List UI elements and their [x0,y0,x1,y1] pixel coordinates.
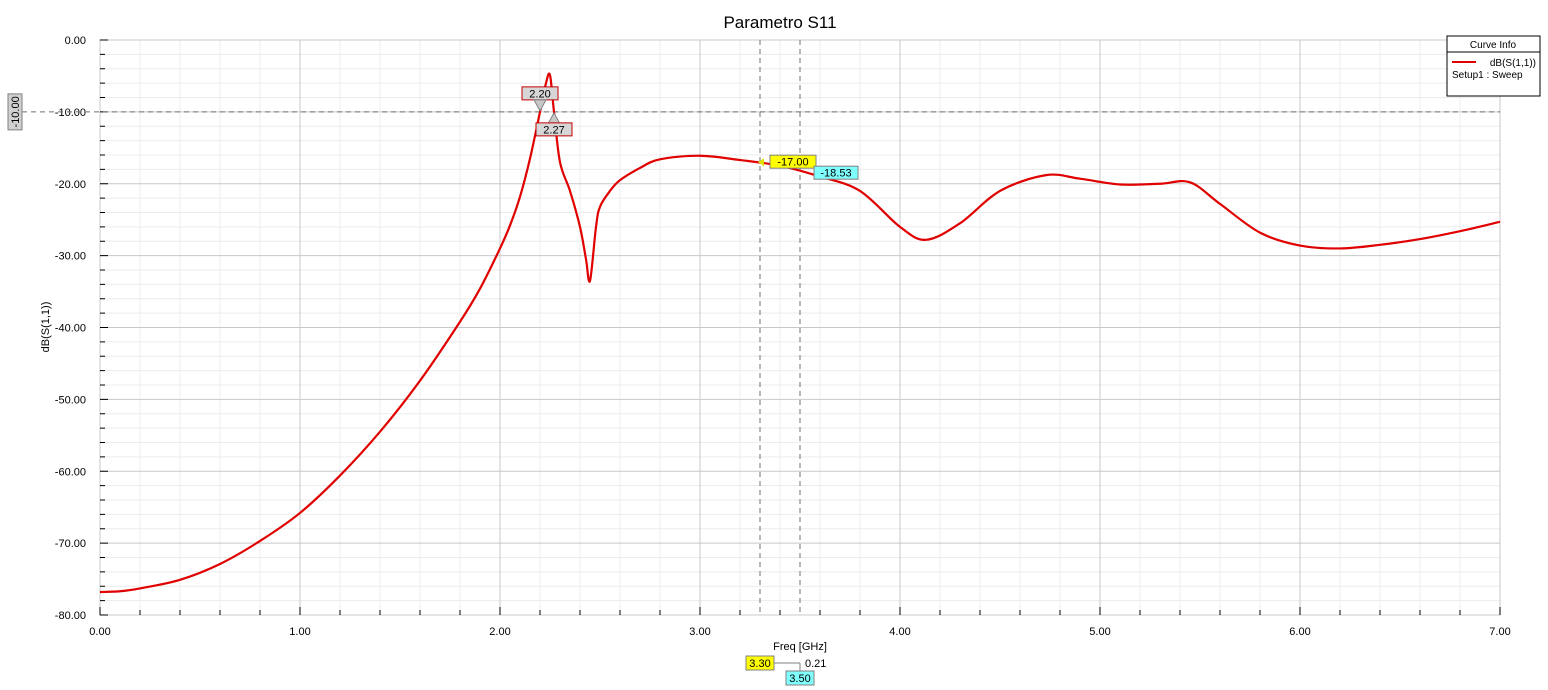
y-tick-label: -50.00 [55,394,86,406]
y-tick-label: -30.00 [55,251,86,263]
legend-title: Curve Info [1470,40,1517,51]
reference-lines: -10.00 [7,40,1500,615]
y-readout-label: -17.00 [777,157,808,169]
x-tick-label: 0.00 [89,626,110,638]
x-tick-label: 2.00 [489,626,510,638]
y-tick-label: -70.00 [55,538,86,550]
delta-label: 0.21 [805,658,826,670]
x-readout-label: 3.50 [789,673,810,685]
series-layer [99,72,1501,594]
readout-pointer [758,158,764,167]
x-tick-labels: 0.00 1.00 2.00 3.00 4.00 5.00 6.00 7.00 [89,626,1510,638]
x-tick-label: 3.00 [689,626,710,638]
y-readout-label: -18.53 [820,168,851,180]
marker-label-box [535,122,573,137]
legend-entry-sub: Setup1 : Sweep [1452,70,1523,81]
y-tick-label: -40.00 [55,323,86,335]
x-tick-label: 7.00 [1489,626,1510,638]
y-tick-label: -80.00 [55,610,86,622]
x-readout-label: 3.30 [749,658,770,670]
series-line [99,72,1501,594]
y-tick-labels: 0.00 -10.00 -20.00 -30.00 -40.00 -50.00 -60.00… [55,35,86,622]
axis-ticks [99,39,1501,616]
x-tick-label: 4.00 [889,626,910,638]
x-tick-label: 1.00 [289,626,310,638]
y-tick-label: -60.00 [55,466,86,478]
x-tick-label: 5.00 [1089,626,1110,638]
marker-label: 2.27 [543,124,564,136]
y-ref-label: -10.00 [10,96,22,127]
y-readout-box [769,154,817,169]
x-readout-box [785,670,815,686]
major-grid [99,39,1501,616]
y-axis-label: dB(S(1,1)) [40,302,52,353]
y-tick-label: 0.00 [65,35,86,47]
readout-layer: -17.00 -18.53 3.30 0.21 3.50 [745,154,859,686]
y-ref-label-box [7,93,23,131]
curve-info-legend[interactable]: Curve Info dB(S(1,1)) Setup1 : Sweep [1446,35,1541,97]
y-tick-label: -20.00 [55,179,86,191]
marker-triangle [533,99,547,112]
y-readout-box [813,165,859,180]
marker-layer: 2.20 2.27 [521,86,573,137]
x-axis-label: Freq [GHz] [773,641,827,653]
marker-label: 2.20 [529,88,550,100]
x-tick-label: 6.00 [1289,626,1310,638]
chart-title: Parametro S11 [723,13,836,32]
y-tick-label: -10.00 [55,107,86,119]
legend-entry-label: dB(S(1,1)) [1490,58,1536,69]
